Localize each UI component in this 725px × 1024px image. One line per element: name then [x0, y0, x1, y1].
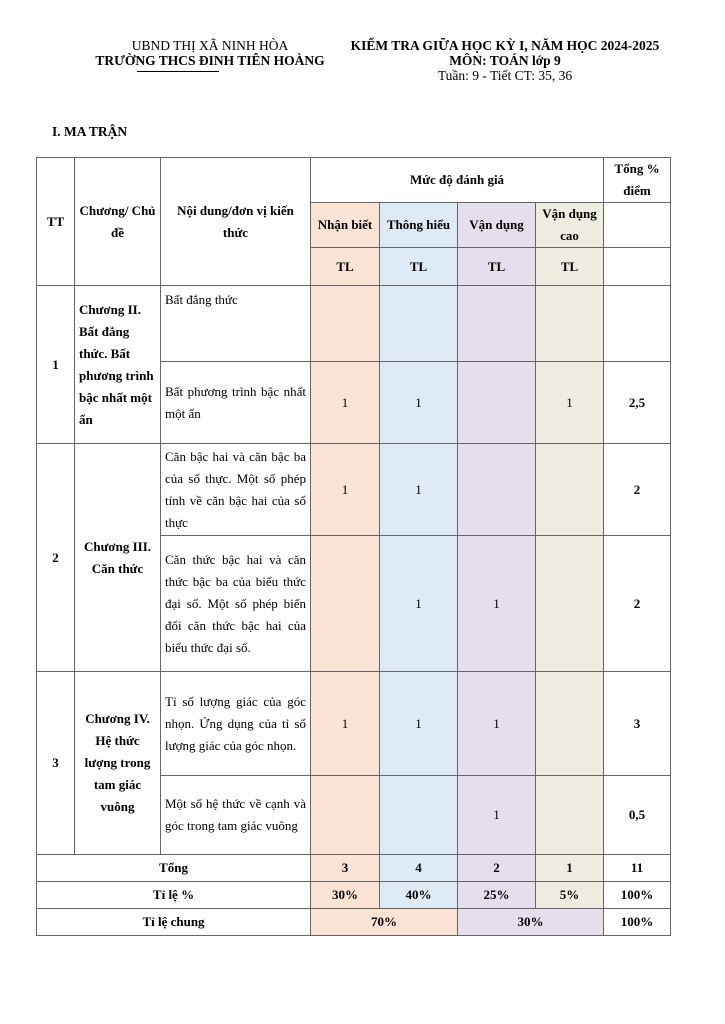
total-cell: 2 [603, 535, 671, 672]
ratio-value: 5% [535, 881, 604, 909]
count-cell: 1 [535, 361, 604, 444]
count-cell [535, 285, 604, 362]
section-title: I. MA TRẬN [52, 124, 128, 139]
sum-value: 2 [457, 854, 536, 882]
count-cell [310, 535, 380, 672]
row-tt: 3 [36, 671, 75, 855]
subject: MÔN: TOÁN lớp 9 [449, 53, 561, 68]
header-level: Mức độ đánh giá [310, 157, 604, 203]
divider [137, 71, 219, 72]
type-tl: TL [457, 247, 536, 286]
count-cell: 1 [457, 775, 536, 855]
ratio-label: Tỉ lệ % [36, 881, 311, 909]
total-cell: 2 [603, 443, 671, 536]
ratio-value: 40% [379, 881, 458, 909]
sum-label: Tổng [36, 854, 311, 882]
header-total: Tổng % điểm [603, 157, 671, 203]
count-cell: 1 [379, 361, 458, 444]
content-cell: Tỉ số lượng giác của góc nhọn. Ứng dụng … [160, 671, 311, 776]
ratio-value: 30% [310, 881, 380, 909]
table-row: Căn thức bậc hai và căn thức bậc ba của … [37, 535, 671, 672]
type-tl: TL [535, 247, 604, 286]
count-cell: 1 [310, 443, 380, 536]
chapter-name: Chương IV. Hệ thức lượng trong tam giác … [74, 671, 161, 855]
count-cell: 1 [310, 671, 380, 776]
content-cell: Căn bậc hai và căn bậc ba của số thực. M… [160, 443, 311, 536]
count-cell [457, 285, 536, 362]
week-period: Tuần: 9 - Tiết CT: 35, 36 [437, 68, 573, 83]
count-cell: 1 [457, 535, 536, 672]
count-cell: 1 [310, 361, 380, 444]
header-content: Nội dung/đơn vị kiến thức [160, 157, 311, 286]
sum-total: 11 [603, 854, 671, 882]
ratio-total: 100% [603, 881, 671, 909]
sum-value: 1 [535, 854, 604, 882]
total-cell: 2,5 [603, 361, 671, 444]
total-cell [603, 285, 671, 362]
count-cell [457, 443, 536, 536]
row-tt: 2 [36, 443, 75, 672]
ratio-value: 25% [457, 881, 536, 909]
table-row: Một số hệ thức về cạnh và góc trong tam … [37, 775, 671, 855]
chapter-name: Chương III. Căn thức [74, 443, 161, 672]
count-cell: 1 [379, 443, 458, 536]
count-cell [457, 361, 536, 444]
exam-header: KIỂM TRA GIỮA HỌC KỲ I, NĂM HỌC 2024-202… [330, 38, 680, 83]
count-cell [535, 671, 604, 776]
content-cell: Bất phương trình bậc nhất một ẩn [160, 361, 311, 444]
sum-value: 4 [379, 854, 458, 882]
header-chapter: Chương/ Chủ đề [74, 157, 161, 286]
matrix-table: TT Chương/ Chủ đề Nội dung/đơn vị kiến t… [36, 157, 671, 936]
content-cell: Một số hệ thức về cạnh và góc trong tam … [160, 775, 311, 855]
empty-cell [603, 202, 671, 248]
count-cell: 1 [379, 535, 458, 672]
overall-total: 100% [603, 908, 671, 936]
exam-title: KIỂM TRA GIỮA HỌC KỲ I, NĂM HỌC 2024-202… [350, 38, 660, 53]
overall-value: 30% [457, 908, 604, 936]
count-cell [535, 775, 604, 855]
sum-value: 3 [310, 854, 380, 882]
count-cell [535, 443, 604, 536]
header-thong-hieu: Thông hiểu [379, 202, 458, 248]
count-cell [379, 285, 458, 362]
table-row: 1 Chương II. Bất đẳng thức. Bất phương tr… [36, 285, 671, 444]
count-cell [310, 775, 380, 855]
table-row: 2 Chương III. Căn thức Căn bậc hai và căn … [36, 443, 671, 672]
header-nhan-biet: Nhận biết [310, 202, 380, 248]
count-cell: 1 [457, 671, 536, 776]
header-van-dung-cao: Vận dụng cao [535, 202, 604, 248]
total-cell: 3 [603, 671, 671, 776]
district-name: UBND THỊ XÃ NINH HÒA [131, 38, 289, 53]
header-van-dung: Vận dụng [457, 202, 536, 248]
header-tt: TT [36, 157, 75, 286]
count-cell: 1 [379, 671, 458, 776]
type-tl: TL [379, 247, 458, 286]
row-tt: 1 [36, 285, 75, 444]
count-cell [379, 775, 458, 855]
count-cell [535, 535, 604, 672]
table-row: Bất phương trình bậc nhất một ẩn 1 1 1 2,5 [37, 361, 671, 444]
type-tl: TL [310, 247, 380, 286]
total-cell: 0,5 [603, 775, 671, 855]
school-header: UBND THỊ XÃ NINH HÒA TRƯỜNG THCS ĐINH TI… [60, 38, 360, 68]
school-name: TRƯỜNG THCS ĐINH TIÊN HOÀNG [95, 53, 325, 68]
content-cell: Căn thức bậc hai và căn thức bậc ba của … [160, 535, 311, 672]
count-cell [310, 285, 380, 362]
empty-cell [603, 247, 671, 286]
chapter-name: Chương II. Bất đẳng thức. Bất phương trì… [74, 285, 161, 444]
overall-value: 70% [310, 908, 458, 936]
overall-label: Tỉ lệ chung [36, 908, 311, 936]
content-cell: Bất đẳng thức [160, 285, 311, 362]
table-row: 3 Chương IV. Hệ thức lượng trong tam giác… [36, 671, 671, 855]
